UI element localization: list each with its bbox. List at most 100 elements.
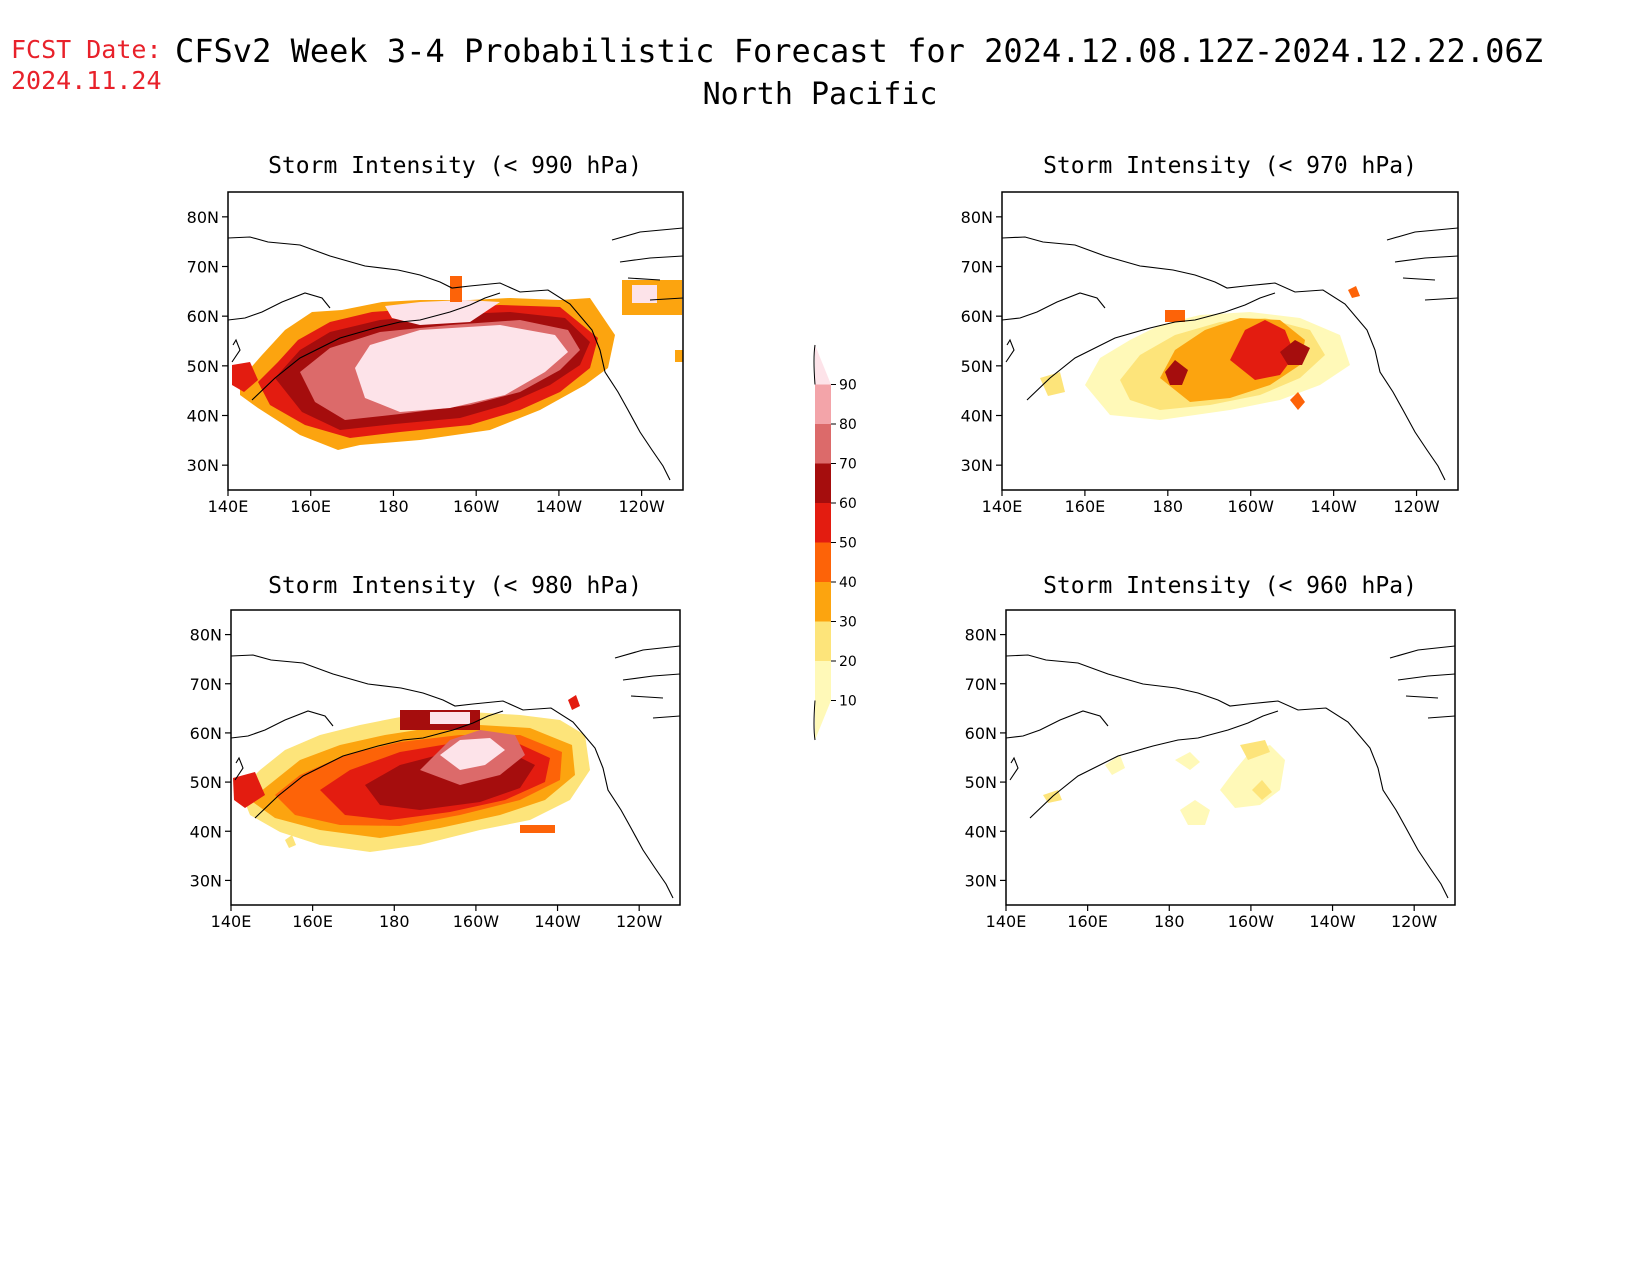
lon-tick-label: 140E xyxy=(982,497,1023,516)
lon-tick-label: 140W xyxy=(1309,912,1356,931)
prob-region-20 xyxy=(1240,740,1270,760)
lat-tick-label: 50N xyxy=(965,773,997,792)
prob-patch-ne-inner xyxy=(632,285,657,303)
colorbar-bottom-outline xyxy=(813,700,816,741)
map-frame-970 xyxy=(1001,191,1459,491)
colorbar-top-cap xyxy=(815,345,831,385)
prob-patch-se xyxy=(520,825,555,833)
prob-region-90 xyxy=(440,738,505,770)
prob-region-10-s xyxy=(1180,800,1210,825)
lon-tick-label: 180 xyxy=(379,912,410,931)
prob-patch-north xyxy=(1165,310,1185,322)
colorbar-bin xyxy=(815,621,831,661)
lon-tick-label: 160W xyxy=(453,497,500,516)
lon-tick-label: 160W xyxy=(1228,912,1275,931)
colorbar-bin xyxy=(815,424,831,464)
panel-980hpa: Storm Intensity (< 980 hPa) xyxy=(230,573,681,906)
lat-tick-label: 40N xyxy=(965,822,997,841)
lon-tick-label: 140W xyxy=(1310,497,1357,516)
colorbar-label: 10 xyxy=(839,694,857,710)
axis-layer: 140E 160E 180 160W 140W 120W 80N 70N 60N 50N 40N 30… xyxy=(187,208,1440,931)
panel-960hpa: Storm Intensity (< 960 hPa) xyxy=(1005,573,1456,906)
panel-title-960: Storm Intensity (< 960 hPa) xyxy=(1043,573,1417,599)
colorbar-bin xyxy=(815,503,831,543)
panel-970hpa: Storm Intensity (< 970 hPa) xyxy=(1001,153,1459,491)
lat-tick-label: 70N xyxy=(187,258,219,277)
lat-tick-label: 80N xyxy=(961,208,993,227)
coastlines-960 xyxy=(1006,645,1455,899)
prob-patch-east xyxy=(675,350,683,362)
map-frame-960 xyxy=(1005,609,1456,906)
lat-tick-label: 50N xyxy=(961,357,993,376)
lon-tick-label: 120W xyxy=(618,497,665,516)
prob-patch-sw xyxy=(285,835,296,848)
lon-tick-label: 140E xyxy=(208,497,249,516)
colorbar-label: 60 xyxy=(839,496,857,512)
lon-tick-label: 120W xyxy=(1391,912,1438,931)
lat-tick-label: 40N xyxy=(187,407,219,426)
lat-tick-label: 30N xyxy=(190,871,222,890)
lon-tick-label: 160E xyxy=(290,497,331,516)
lat-tick-label: 60N xyxy=(961,307,993,326)
prob-region-10-n xyxy=(1175,752,1200,770)
lat-tick-label: 60N xyxy=(187,307,219,326)
lon-tick-label: 180 xyxy=(1153,497,1184,516)
prob-patch-tip xyxy=(450,276,462,302)
prob-region-60 xyxy=(1165,360,1188,385)
lat-tick-label: 80N xyxy=(187,208,219,227)
lon-tick-label: 180 xyxy=(1154,912,1185,931)
lat-tick-label: 60N xyxy=(190,724,222,743)
prob-region-60b xyxy=(1280,340,1310,365)
lat-tick-label: 50N xyxy=(190,773,222,792)
lat-tick-label: 80N xyxy=(190,626,222,645)
lat-tick-label: 40N xyxy=(961,407,993,426)
lon-tick-label: 120W xyxy=(616,912,663,931)
prob-patch-ne xyxy=(568,695,580,710)
lon-tick-label: 160E xyxy=(1067,912,1108,931)
lat-tick-label: 50N xyxy=(187,357,219,376)
colorbar-bin xyxy=(815,384,831,424)
lat-tick-label: 30N xyxy=(961,456,993,475)
prob-patch-north-pale xyxy=(430,712,470,724)
forecast-date-label: FCST Date: xyxy=(11,35,162,64)
panel-title-990: Storm Intensity (< 990 hPa) xyxy=(268,153,642,179)
prob-patch-s xyxy=(1290,392,1305,410)
lat-tick-label: 80N xyxy=(965,626,997,645)
lon-tick-label: 140E xyxy=(211,912,252,931)
colorbar: 10 20 30 40 50 60 70 80 90 xyxy=(813,344,857,741)
probability-field-990 xyxy=(232,276,683,450)
probability-field-960 xyxy=(1043,740,1285,825)
lon-tick-label: 160E xyxy=(292,912,333,931)
lon-tick-label: 140W xyxy=(536,497,583,516)
prob-region-90-north xyxy=(385,300,500,325)
map-frame-990 xyxy=(227,191,684,491)
colorbar-top-outline xyxy=(813,344,816,385)
colorbar-label: 30 xyxy=(839,615,857,631)
prob-patch-west xyxy=(232,362,258,392)
colorbar-label: 20 xyxy=(839,654,857,670)
lon-tick-label: 160W xyxy=(1228,497,1275,516)
lon-tick-label: 140E xyxy=(986,912,1027,931)
lat-tick-label: 40N xyxy=(190,822,222,841)
panel-title-980: Storm Intensity (< 980 hPa) xyxy=(268,573,642,599)
lat-tick-label: 70N xyxy=(190,675,222,694)
colorbar-bin xyxy=(815,463,831,503)
map-frame-980 xyxy=(230,609,681,906)
lon-tick-label: 160W xyxy=(453,912,500,931)
colorbar-label: 90 xyxy=(839,378,857,394)
colorbar-bin xyxy=(815,542,831,582)
prob-patch-west xyxy=(233,772,265,808)
colorbar-label: 80 xyxy=(839,417,857,433)
lat-tick-label: 30N xyxy=(187,456,219,475)
lon-tick-label: 140W xyxy=(534,912,581,931)
panel-990hpa: Storm Intensity (< 990 hPa) xyxy=(227,153,684,491)
probability-field-980 xyxy=(233,695,590,852)
prob-region-10-w xyxy=(1105,755,1125,775)
colorbar-label: 40 xyxy=(839,575,857,591)
colorbar-bottom-cap xyxy=(815,700,831,740)
prob-region-20b xyxy=(1252,780,1272,800)
probability-field-970 xyxy=(1040,286,1360,420)
prob-patch-sw xyxy=(1040,372,1065,396)
colorbar-label: 70 xyxy=(839,457,857,473)
